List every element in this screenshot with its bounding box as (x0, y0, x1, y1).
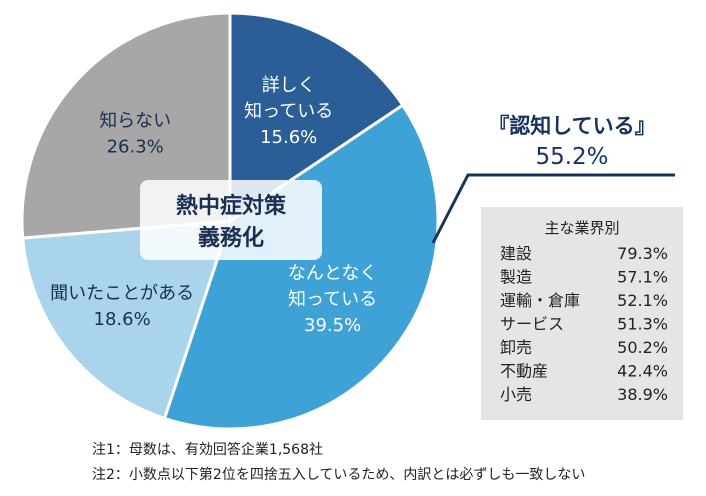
slice-value-unknown: 26.3% (107, 137, 164, 158)
industry-row-name: 製造 (500, 268, 532, 287)
center-title-line: 義務化 (198, 225, 264, 251)
slice-name-detailed: 詳しく (262, 75, 316, 96)
callout-title: 『認知している』 (488, 114, 655, 138)
slice-label-vague: なんとなく知っている 39.5% (288, 263, 377, 336)
pie-slice-detailed (228, 11, 405, 224)
pie-slice-heard (21, 219, 233, 421)
pie-slices (20, 11, 440, 431)
recognition-callout: 『認知している』 55.2% (431, 114, 675, 244)
industry-row-name: 運輸・倉庫 (500, 291, 580, 310)
slice-name-vague: なんとなく (288, 263, 377, 284)
industry-row-name: 不動産 (500, 362, 548, 381)
slice-value-detailed: 15.6% (260, 127, 317, 148)
center-title-line: 熱中症対策 (176, 193, 287, 219)
footnote-1: 注1：母数は、有効回答企業1,568社 (92, 442, 323, 458)
slice-value-vague: 39.5% (304, 315, 361, 336)
slice-name-heard: 聞いたことがある (50, 283, 194, 304)
industry-panel-header: 主な業界別 (544, 219, 619, 237)
industry-row-name: 小売 (500, 385, 532, 404)
industry-panel-background (481, 207, 683, 420)
industry-row-value: 52.1% (617, 291, 668, 310)
industry-row-value: 51.3% (617, 315, 668, 334)
slice-label-unknown: 知らない 26.3% (99, 111, 171, 158)
industry-row-name: 卸売 (500, 338, 532, 357)
pie-slice-labels: 詳しく知っている 15.6%なんとなく知っている 39.5%聞いたことがある 18.6… (50, 75, 377, 336)
footnotes: 注1：母数は、有効回答企業1,568社 注2：小数点以下第2位を四捨五入している… (92, 438, 585, 488)
center-title-text: 熱中症対策義務化 (176, 193, 287, 251)
slice-name-detailed: 知っている (244, 101, 333, 122)
slice-label-heard: 聞いたことがある 18.6% (50, 283, 194, 330)
slice-label-detailed: 詳しく知っている 15.6% (244, 75, 333, 148)
pie-center-title: 熱中症対策義務化 (140, 180, 322, 260)
callout-value: 55.2% (535, 144, 608, 170)
industry-row-name: 建設 (500, 244, 532, 263)
industry-row-value: 38.9% (617, 385, 668, 404)
slice-value-heard: 18.6% (94, 309, 151, 330)
pie-slice-vague (162, 103, 440, 431)
slice-name-vague: 知っている (288, 289, 377, 310)
industry-row-name: サービス (500, 315, 564, 334)
footnote-2: 注2：小数点以下第2位を四捨五入しているため、内訳とは必ずしも一致しない (92, 467, 586, 483)
center-title-box (140, 180, 322, 260)
callout-leader-line (431, 173, 675, 244)
industry-row-value: 50.2% (617, 338, 668, 357)
industry-row-value: 57.1% (617, 268, 668, 287)
industry-row-value: 42.4% (617, 362, 668, 381)
industry-row-value: 79.3% (617, 244, 668, 263)
slice-name-unknown: 知らない (99, 111, 171, 132)
